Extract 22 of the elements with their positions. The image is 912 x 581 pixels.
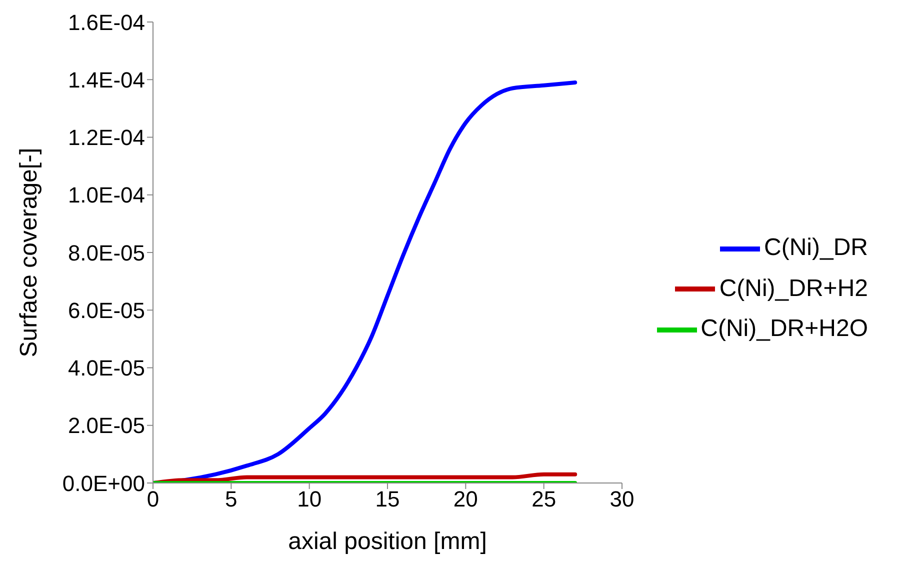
legend-label: C(Ni)_DR: [764, 234, 868, 261]
x-tick-label: 20: [453, 486, 478, 512]
x-tick-label: 10: [297, 486, 322, 512]
y-axis-title: Surface coverage[-]: [16, 148, 43, 358]
x-tick-label: 0: [146, 486, 160, 512]
y-tick-label: 6.0E-05: [68, 298, 145, 323]
y-tick-label: 0.0E+00: [62, 470, 145, 496]
x-tick-label: 25: [532, 486, 556, 512]
y-tick-label: 4.0E-05: [68, 356, 145, 381]
y-tick-label: 1.0E-04: [68, 182, 145, 208]
legend-label: C(Ni)_DR+H2O: [700, 315, 868, 342]
y-tick-label: 2.0E-05: [68, 413, 145, 438]
x-tick-label: 30: [610, 486, 634, 512]
x-axis-title: axial position [mm]: [288, 528, 487, 555]
y-tick-label: 8.0E-05: [68, 240, 145, 266]
legend-label: C(Ni)_DR+H2: [719, 274, 868, 302]
y-tick-label: 1.2E-04: [68, 125, 145, 150]
line-series: [153, 472, 578, 483]
x-tick-label: 15: [375, 486, 400, 512]
y-tick-label: 1.4E-04: [68, 67, 145, 92]
x-tick-label: 5: [225, 486, 238, 512]
y-tick-label: 1.6E-04: [68, 10, 145, 35]
